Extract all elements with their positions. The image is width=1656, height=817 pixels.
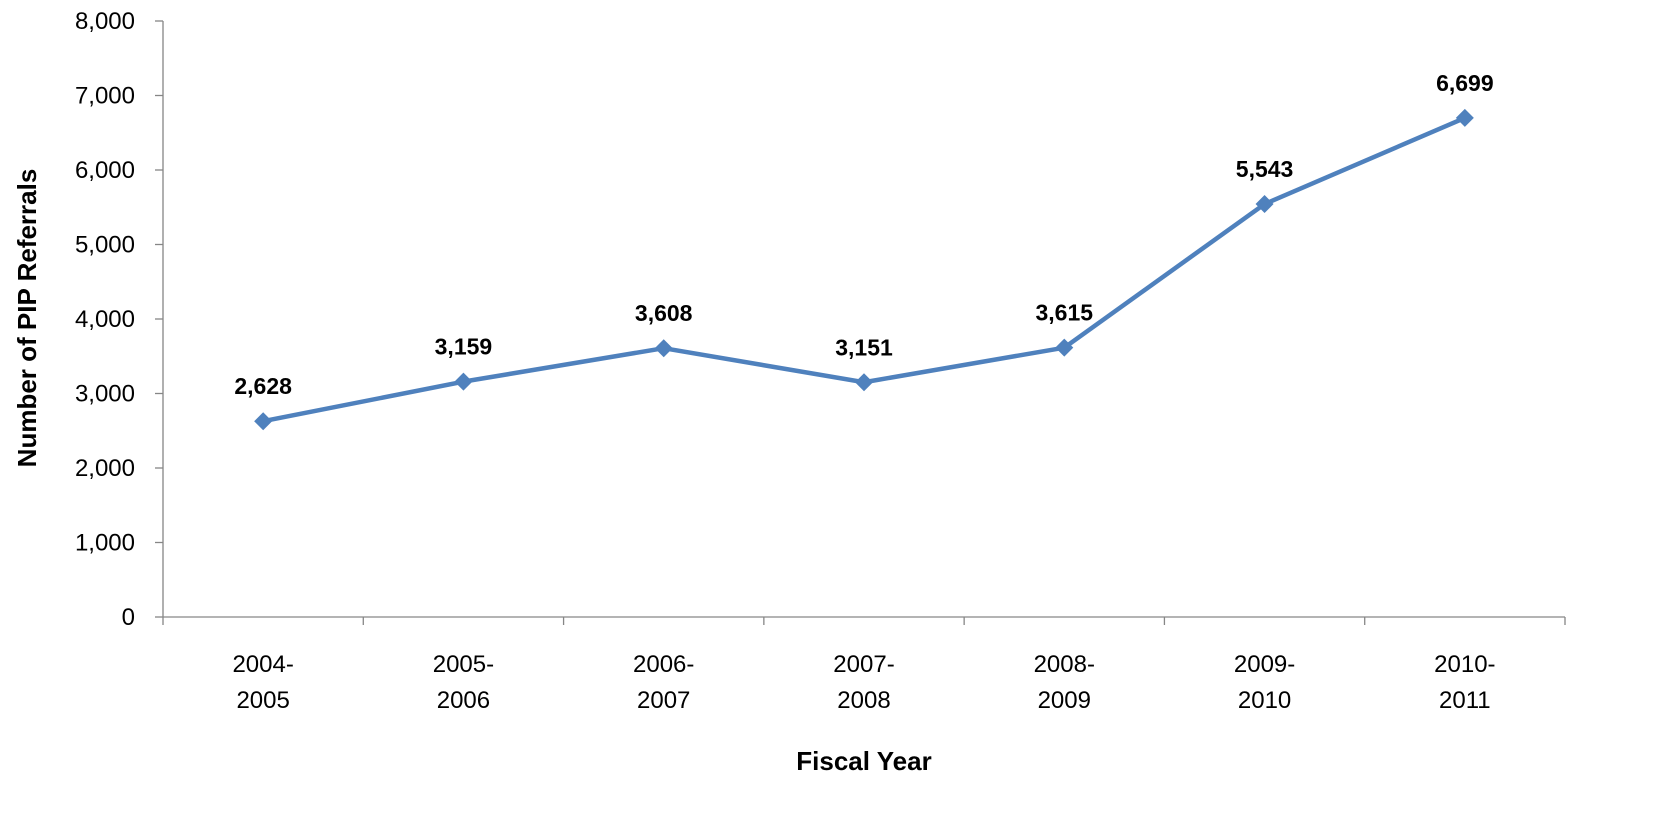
x-tick-label: 2006-: [633, 651, 694, 678]
x-tick-label: 2008-: [1034, 651, 1095, 678]
x-tick-label: 2009: [1038, 687, 1091, 714]
x-tick-label: 2010: [1238, 687, 1291, 714]
x-tick-label: 2007: [637, 687, 690, 714]
data-label: 3,159: [435, 334, 493, 360]
x-tick-label: 2006: [437, 687, 490, 714]
data-label: 3,608: [635, 300, 693, 326]
data-point-marker: [254, 412, 273, 431]
y-tick-label: 0: [122, 604, 135, 631]
y-tick-label: 5,000: [75, 232, 135, 259]
x-tick-label: 2010-: [1434, 651, 1495, 678]
data-label: 3,151: [835, 334, 893, 360]
y-tick-label: 1,000: [75, 530, 135, 557]
x-tick-label: 2005-: [433, 651, 494, 678]
x-tick-label: 2011: [1439, 687, 1491, 714]
y-tick-label: 7,000: [75, 83, 135, 110]
data-label: 5,543: [1236, 156, 1294, 182]
x-tick-label: 2008: [837, 687, 890, 714]
data-point-marker: [654, 339, 673, 358]
data-labels: 2,628 3,159 3,608 3,151 3,615 5,543 6,699: [234, 70, 1493, 399]
x-tick-label: 2004-: [232, 651, 293, 678]
x-tick-label: 2007-: [833, 651, 894, 678]
series-layer: [254, 108, 1474, 431]
x-tick-label: 2009-: [1234, 651, 1295, 678]
axes: 0 1,000 2,000 3,000 4,000 5,000 6,000 7,000 8,00…: [75, 8, 1566, 714]
data-point-marker: [855, 373, 873, 392]
data-point-marker: [1255, 195, 1274, 214]
y-tick-label: 8,000: [75, 8, 135, 35]
x-axis-title: Fiscal Year: [796, 746, 931, 776]
x-tick-label: 2005: [236, 687, 289, 714]
y-tick-label: 4,000: [75, 306, 135, 333]
y-tick-label: 6,000: [75, 157, 135, 184]
data-label: 2,628: [234, 373, 292, 399]
y-axis-title: Number of PIP Referrals: [12, 169, 42, 468]
y-tick-label: 2,000: [75, 455, 135, 482]
data-label: 3,615: [1036, 300, 1094, 326]
data-point-marker: [1455, 108, 1474, 127]
data-point-marker: [454, 372, 473, 391]
data-point-marker: [1055, 338, 1074, 357]
y-tick-label: 3,000: [75, 381, 135, 408]
data-label: 6,699: [1436, 70, 1494, 96]
